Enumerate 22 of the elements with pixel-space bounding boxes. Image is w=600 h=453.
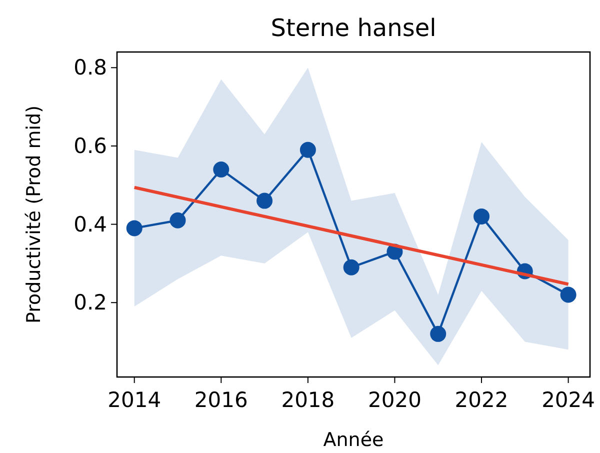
y-tick-label: 0.2 bbox=[74, 290, 107, 315]
point bbox=[343, 259, 360, 276]
y-tick-label: 0.6 bbox=[74, 134, 107, 158]
point bbox=[300, 142, 316, 158]
point bbox=[170, 212, 186, 228]
y-axis-title: Productivité (Prod mid) bbox=[23, 105, 45, 324]
point bbox=[256, 192, 273, 209]
y-tick-label: 0.4 bbox=[74, 212, 107, 236]
point bbox=[474, 208, 490, 224]
point bbox=[560, 286, 576, 303]
point bbox=[126, 220, 142, 236]
x-tick-label: 2020 bbox=[368, 388, 422, 412]
chart-title: Sterne hansel bbox=[270, 14, 436, 42]
point bbox=[213, 161, 230, 178]
x-axis-title: Année bbox=[323, 429, 384, 451]
x-tick-label: 2014 bbox=[108, 388, 162, 412]
x-tick-label: 2018 bbox=[281, 388, 335, 412]
y-tick-label: 0.8 bbox=[74, 56, 107, 80]
x-tick-label: 2024 bbox=[542, 388, 596, 412]
x-tick-label: 2016 bbox=[194, 388, 248, 412]
x-tick-label: 2022 bbox=[454, 388, 508, 412]
point bbox=[430, 326, 446, 342]
